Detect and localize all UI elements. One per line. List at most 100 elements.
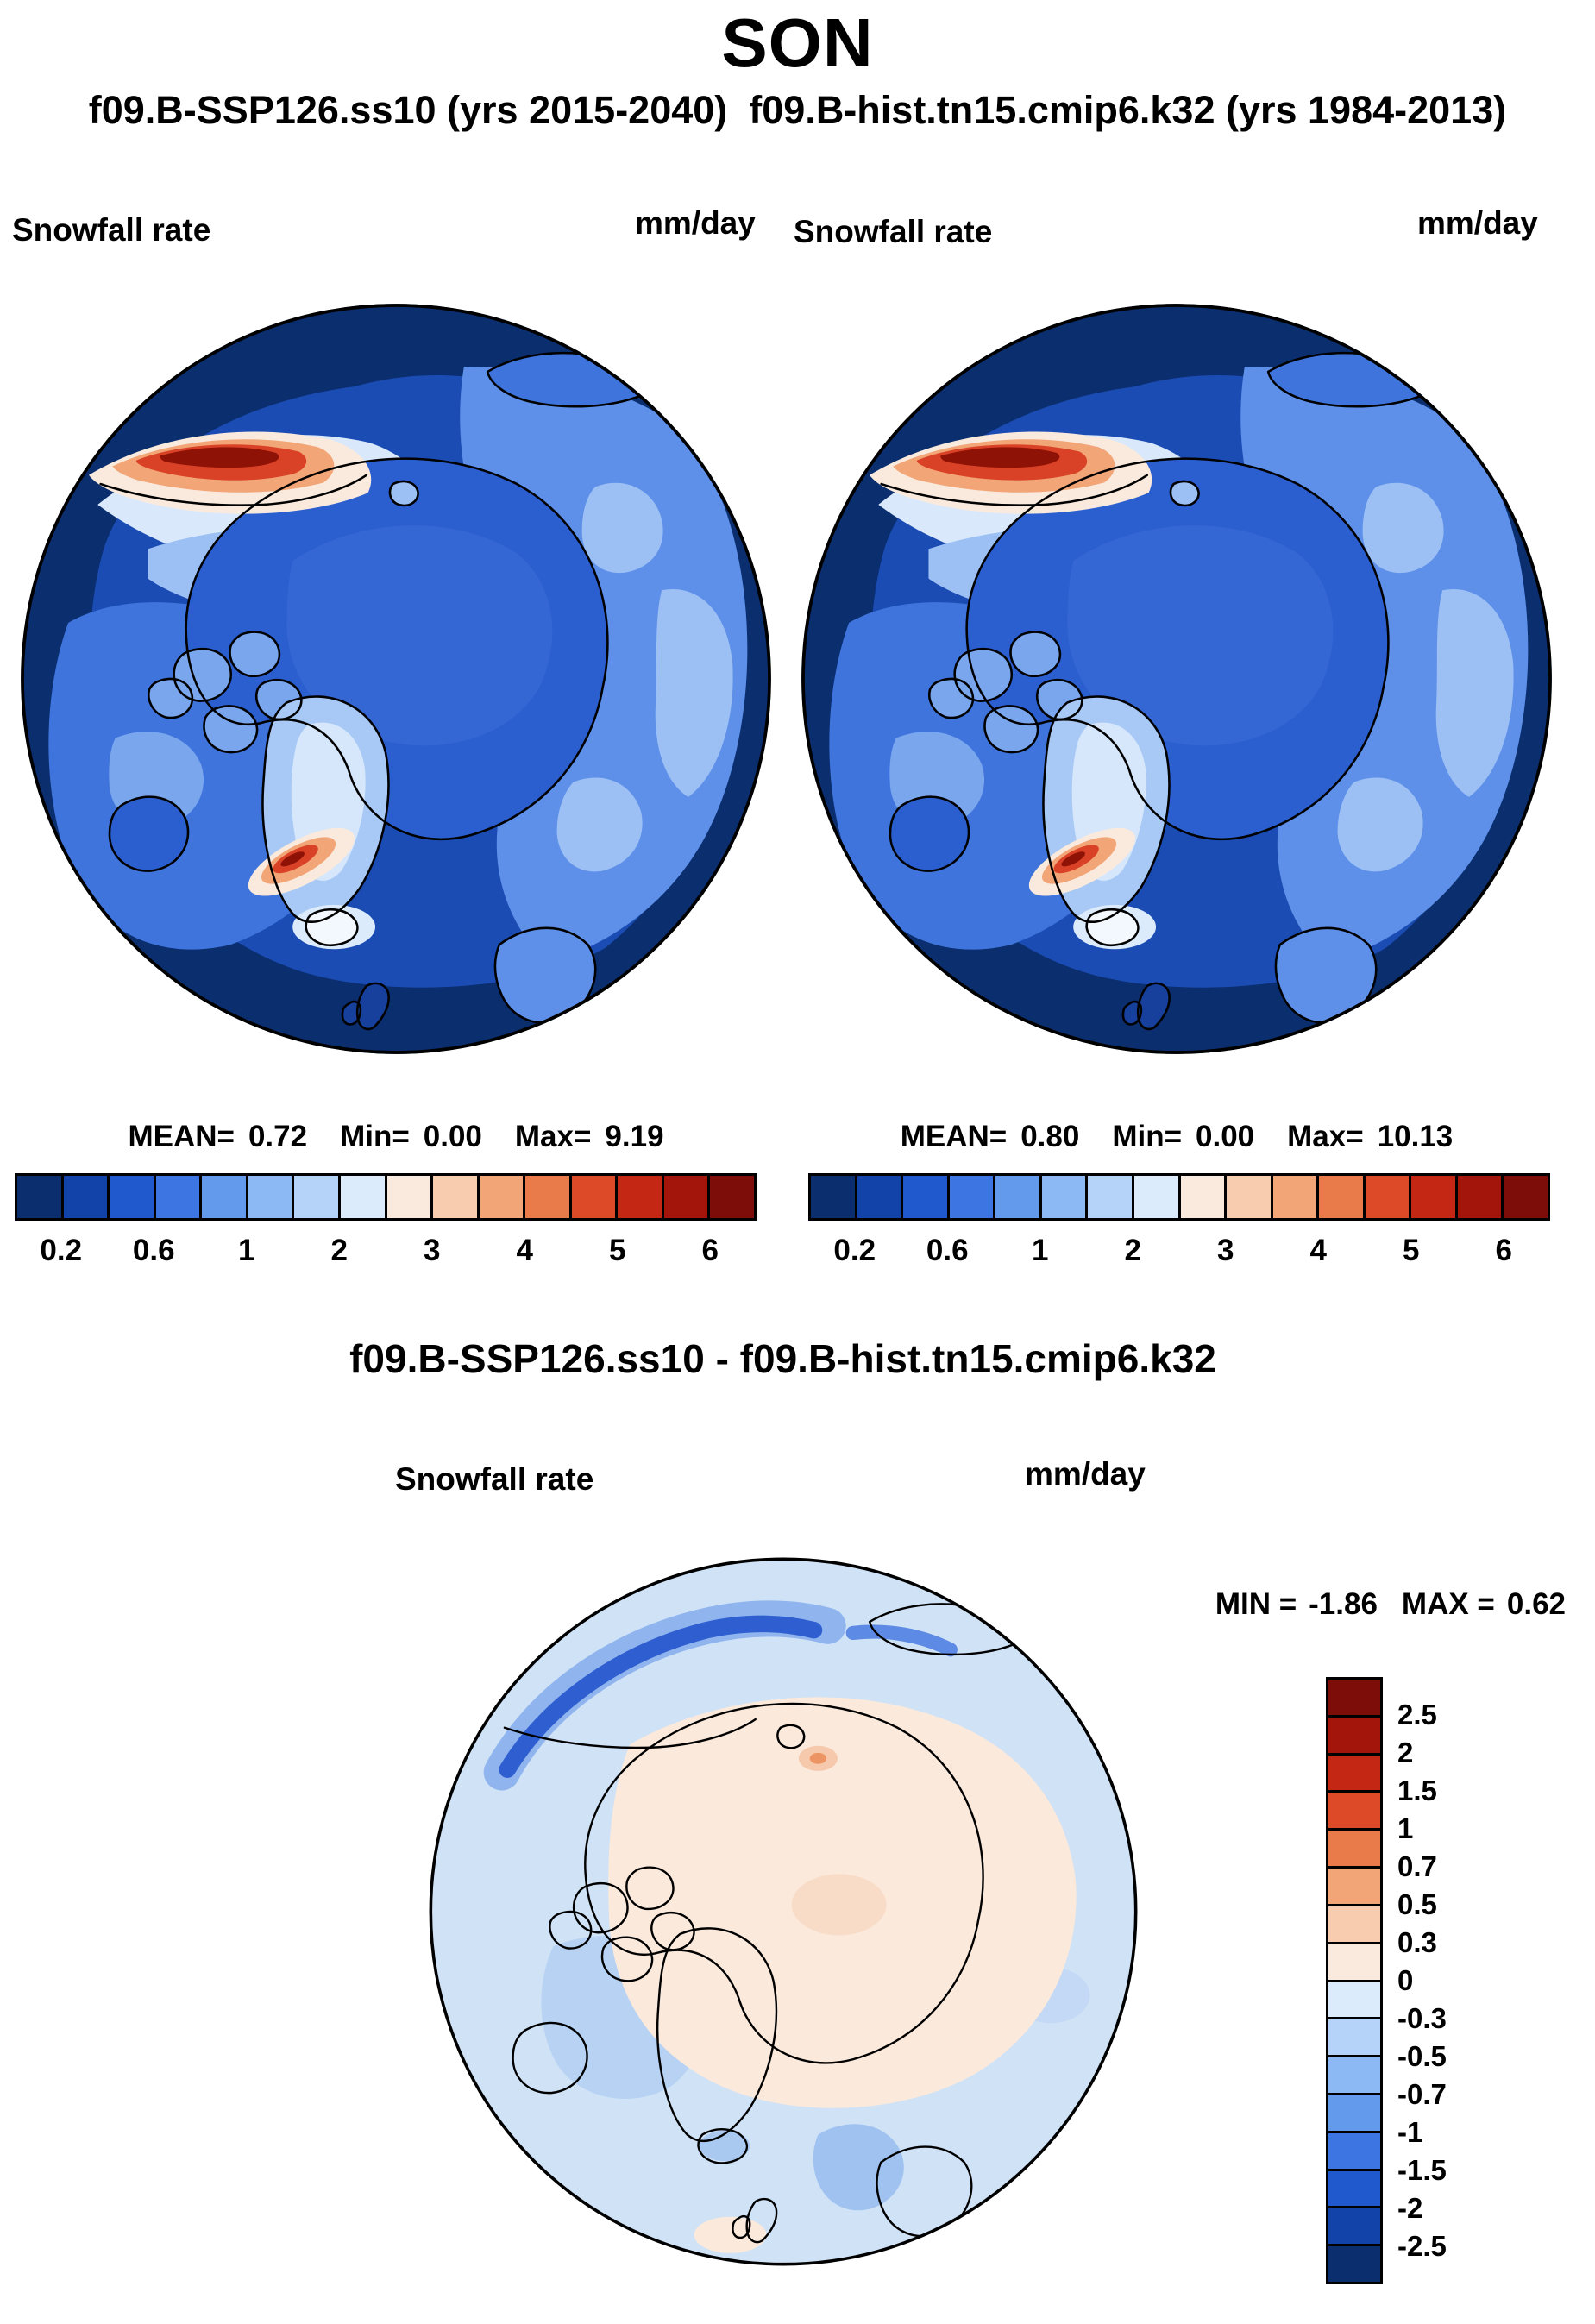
colorbar-segment	[1328, 2170, 1380, 2209]
colorbar-segment	[1319, 1176, 1366, 1218]
colorbar-tick-label: 2	[1124, 1234, 1141, 1267]
difference-variable-label: Snowfall rate	[395, 1461, 594, 1497]
colorbar-tick-label: -0.5	[1397, 2040, 1447, 2072]
colorbar-segment	[949, 1176, 996, 1218]
colorbar-segment	[1328, 1944, 1380, 1982]
colorbar-segment	[1328, 2095, 1380, 2133]
colorbar-segment	[1328, 1906, 1380, 1944]
colorbar-segment	[525, 1176, 572, 1218]
colorbar-segment	[433, 1176, 480, 1218]
left-colorbar-ticks: 0.2 0.6 1 2 3 4 5 6	[15, 1234, 757, 1270]
left-panel-stats: MEAN= 0.72 Min= 0.00 Max= 9.19	[12, 1120, 780, 1154]
colorbar-segment	[1328, 2019, 1380, 2058]
colorbar-segment	[202, 1176, 248, 1218]
difference-colorbar-ticks: 2.5 2 1.5 1 0.7 0.5 0.3 0 -0.3 -0.5 -0.7 -1 -1.5 -2 -2…	[1397, 1677, 1587, 2284]
diff-max-value: 0.62	[1506, 1587, 1566, 1621]
mean-label: MEAN=	[128, 1120, 235, 1153]
map-hist-snowfall	[793, 295, 1560, 1063]
colorbar-tick-label: 0	[1397, 1964, 1414, 1996]
colorbar-segment	[1328, 1869, 1380, 1906]
colorbar-tick-label: -2.5	[1397, 2230, 1447, 2262]
min-value: 0.00	[423, 1120, 482, 1153]
diff-min-label: MIN =	[1215, 1587, 1297, 1621]
colorbar-segment	[1328, 2132, 1380, 2171]
colorbar-tick-label: 5	[609, 1234, 626, 1267]
max-value: 10.13	[1377, 1120, 1454, 1153]
colorbar-segment	[1328, 2246, 1380, 2282]
colorbar-segment	[248, 1176, 295, 1218]
colorbar-segment	[1411, 1176, 1458, 1218]
colorbar-segment	[1328, 1982, 1380, 2020]
colorbar-tick-label: 2.5	[1397, 1699, 1437, 1730]
max-label: Max=	[514, 1120, 592, 1153]
colorbar-tick-label: 0.2	[833, 1234, 876, 1267]
colorbar-segment	[663, 1176, 711, 1218]
map-difference-snowfall	[421, 1549, 1146, 2274]
colorbar-segment	[1328, 1717, 1380, 1756]
colorbar-tick-label: -0.7	[1397, 2078, 1447, 2110]
left-panel-variable-label: Snowfall rate	[12, 212, 211, 248]
colorbar-segment	[1504, 1176, 1548, 1218]
left-colorbar	[15, 1173, 757, 1221]
colorbar-tick-label: 1.5	[1397, 1774, 1437, 1806]
left-panel-units-label: mm/day	[635, 205, 756, 241]
right-colorbar	[808, 1173, 1550, 1221]
colorbar-segment	[811, 1176, 857, 1218]
colorbar-tick-label: 0.7	[1397, 1850, 1437, 1882]
colorbar-segment	[1328, 1793, 1380, 1831]
colorbar-segment	[1328, 2057, 1380, 2095]
colorbar-tick-label: 0.6	[132, 1234, 175, 1267]
colorbar-tick-label: 2	[330, 1234, 348, 1267]
colorbar-segment	[710, 1176, 754, 1218]
map-ssp126-snowfall	[12, 295, 780, 1063]
colorbar-segment	[63, 1176, 110, 1218]
colorbar-segment	[479, 1176, 526, 1218]
colorbar-segment	[618, 1176, 664, 1218]
colorbar-tick-label: 0.5	[1397, 1888, 1437, 1920]
colorbar-tick-label: -2	[1397, 2192, 1423, 2224]
colorbar-segment	[1328, 1680, 1380, 1718]
colorbar-tick-label: 3	[1217, 1234, 1234, 1267]
colorbar-segment	[995, 1176, 1042, 1218]
colorbar-tick-label: 0.6	[926, 1234, 969, 1267]
colorbar-tick-label: 6	[701, 1234, 719, 1267]
colorbar-segment	[17, 1176, 64, 1218]
max-label: Max=	[1287, 1120, 1364, 1153]
colorbar-tick-label: -1	[1397, 2116, 1423, 2148]
min-label: Min=	[1112, 1120, 1183, 1153]
colorbar-segment	[857, 1176, 904, 1218]
colorbar-segment	[294, 1176, 341, 1218]
colorbar-segment	[110, 1176, 156, 1218]
right-panel-units-label: mm/day	[1417, 205, 1538, 241]
colorbar-segment	[1133, 1176, 1181, 1218]
colorbar-segment	[1041, 1176, 1089, 1218]
difference-minmax: MIN = -1.86 MAX = 0.62	[949, 1587, 1566, 1622]
colorbar-tick-label: 0.3	[1397, 1926, 1437, 1958]
right-panel-stats: MEAN= 0.80 Min= 0.00 Max= 10.13	[793, 1120, 1560, 1154]
colorbar-tick-label: -1.5	[1397, 2154, 1447, 2186]
colorbar-segment	[155, 1176, 203, 1218]
mean-label: MEAN=	[900, 1120, 1008, 1153]
colorbar-tick-label: 3	[424, 1234, 441, 1267]
colorbar-tick-label: 2	[1397, 1737, 1414, 1768]
colorbar-segment	[1180, 1176, 1228, 1218]
colorbar-segment	[1227, 1176, 1273, 1218]
max-value: 9.19	[605, 1120, 664, 1153]
colorbar-segment	[1328, 1831, 1380, 1869]
colorbar-tick-label: 6	[1495, 1234, 1512, 1267]
difference-units-label: mm/day	[1025, 1456, 1146, 1492]
colorbar-tick-label: 0.2	[40, 1234, 83, 1267]
colorbar-segment	[1088, 1176, 1134, 1218]
diff-max-label: MAX =	[1401, 1587, 1495, 1621]
colorbar-segment	[903, 1176, 950, 1218]
colorbar-tick-label: 4	[1309, 1234, 1327, 1267]
colorbar-segment	[1328, 1755, 1380, 1793]
colorbar-tick-label: 1	[1032, 1234, 1049, 1267]
colorbar-segment	[1328, 2208, 1380, 2247]
colorbar-segment	[386, 1176, 434, 1218]
colorbar-segment	[1457, 1176, 1504, 1218]
colorbar-segment	[1272, 1176, 1320, 1218]
right-colorbar-ticks: 0.2 0.6 1 2 3 4 5 6	[808, 1234, 1550, 1270]
mean-value: 0.80	[1020, 1120, 1080, 1153]
